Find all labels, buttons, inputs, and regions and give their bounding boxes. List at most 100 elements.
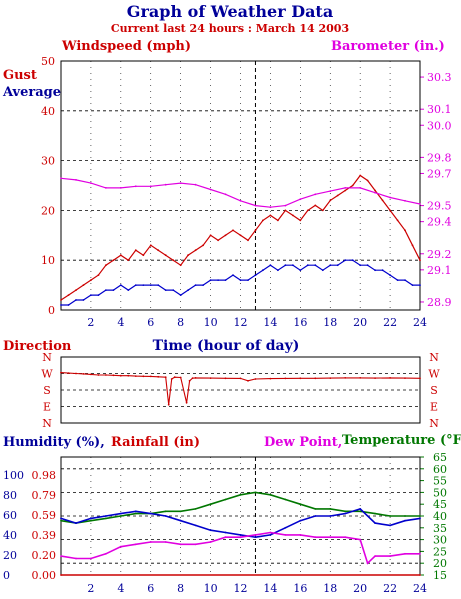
barometer-point bbox=[254, 204, 257, 207]
humidity-tick-label: 80 bbox=[3, 489, 17, 502]
temperature-point bbox=[284, 498, 287, 501]
x-tick-label: 24 bbox=[413, 316, 427, 329]
dew-point-point bbox=[314, 536, 317, 539]
gust-point bbox=[344, 189, 347, 192]
direction-point bbox=[389, 377, 391, 379]
temperature-point bbox=[314, 508, 317, 510]
direction-point bbox=[194, 377, 197, 379]
average-point bbox=[67, 304, 70, 306]
dew-point-point bbox=[224, 536, 227, 539]
dew-point-point bbox=[269, 531, 272, 534]
direction-point bbox=[329, 377, 332, 379]
direction-point bbox=[374, 377, 376, 379]
average-point bbox=[105, 289, 107, 291]
barometer-point bbox=[134, 185, 137, 188]
average-point bbox=[314, 264, 317, 267]
direction-point bbox=[164, 376, 167, 379]
x-tick-label: 6 bbox=[147, 316, 154, 329]
humidity-point bbox=[105, 515, 107, 517]
humidity-point bbox=[119, 512, 122, 515]
gust-point bbox=[232, 229, 234, 232]
x-tick-label: 18 bbox=[323, 582, 337, 595]
average-point bbox=[351, 259, 354, 262]
average-point bbox=[202, 284, 205, 286]
temp-tick-label: 20 bbox=[433, 557, 447, 570]
gust-point bbox=[269, 214, 272, 217]
direction-plot: N NW WS SE EN N bbox=[41, 351, 440, 430]
humidity-point bbox=[149, 512, 152, 515]
gust-point bbox=[329, 199, 332, 202]
average-point bbox=[157, 284, 160, 286]
temp-tick-label: 65 bbox=[433, 451, 447, 464]
direction-point bbox=[269, 377, 272, 380]
rainfall-tick-label: 0.39 bbox=[32, 529, 57, 542]
humidity-point bbox=[60, 517, 62, 520]
page-subtitle: Current last 24 hours : March 14 2003 bbox=[111, 22, 349, 35]
average-point bbox=[149, 284, 152, 286]
gust-point bbox=[404, 229, 406, 232]
average-point bbox=[247, 279, 249, 281]
barometer-point bbox=[60, 177, 62, 180]
left-tick-label: 0 bbox=[48, 304, 55, 317]
average-point bbox=[344, 259, 347, 262]
x-tick-label: 22 bbox=[383, 316, 397, 329]
humidity-point bbox=[239, 534, 242, 536]
direction-point bbox=[284, 377, 287, 380]
compass-label-left: N bbox=[42, 417, 52, 430]
gust-point bbox=[105, 264, 107, 267]
dew-point-point bbox=[179, 543, 182, 546]
gust-point bbox=[157, 249, 160, 252]
compass-label-right: W bbox=[428, 368, 440, 381]
average-point bbox=[374, 269, 376, 272]
barometer-point bbox=[314, 193, 317, 196]
barometer-point bbox=[75, 179, 77, 181]
x-tick-label: 12 bbox=[234, 582, 248, 595]
direction-point bbox=[185, 401, 188, 404]
gust-point bbox=[292, 214, 294, 217]
direction-point bbox=[60, 371, 62, 374]
wind-pressure-plot: 0 10 20 30 40 50 28.9 29.1 29.2 29.4 29.5 29.7 29.8 3… bbox=[41, 55, 452, 329]
gust-point bbox=[217, 239, 220, 242]
average-point bbox=[306, 264, 309, 267]
humidity-point bbox=[344, 512, 347, 515]
gust-point bbox=[179, 264, 182, 267]
temp-tick-label: 60 bbox=[433, 463, 447, 476]
direction-point bbox=[90, 373, 92, 376]
temp-tick-label: 40 bbox=[433, 510, 447, 523]
average-point bbox=[134, 284, 137, 286]
temp-tick-label: 50 bbox=[433, 486, 447, 499]
average-point bbox=[164, 289, 167, 291]
humidity-point bbox=[164, 515, 167, 517]
average-point bbox=[299, 269, 302, 272]
windspeed-axis-label: Windspeed (mph) bbox=[61, 39, 191, 54]
dew-point-point bbox=[75, 557, 77, 560]
gust-legend-label: Gust bbox=[3, 68, 37, 83]
humidity-point bbox=[254, 536, 257, 539]
temperature-line bbox=[60, 491, 420, 524]
humidity-point bbox=[374, 522, 376, 524]
direction-point bbox=[170, 378, 173, 380]
compass-label-right: N bbox=[429, 417, 439, 430]
temperature-point bbox=[194, 508, 197, 510]
temp-tick-label: 45 bbox=[433, 498, 447, 511]
right-tick-label: 29.4 bbox=[427, 216, 452, 229]
rainfall-tick-label: 0.79 bbox=[32, 489, 57, 502]
humidity-point bbox=[75, 522, 77, 524]
right-tick-label: 28.9 bbox=[427, 296, 452, 309]
humidity-point bbox=[179, 519, 182, 522]
temperature-point bbox=[179, 510, 182, 513]
compass-label-right: N bbox=[429, 351, 439, 364]
temperature-point bbox=[90, 519, 92, 522]
direction-point bbox=[173, 376, 176, 379]
page-title: Graph of Weather Data bbox=[127, 2, 333, 21]
barometer-point bbox=[359, 187, 362, 189]
average-point bbox=[239, 279, 242, 281]
gust-point bbox=[149, 244, 152, 247]
gust-point bbox=[90, 279, 92, 281]
temp-tick-label: 25 bbox=[433, 545, 447, 558]
dew-point-point bbox=[105, 552, 107, 555]
barometer-point bbox=[419, 203, 421, 205]
humidity-point bbox=[329, 515, 332, 517]
average-point bbox=[284, 264, 287, 267]
average-point bbox=[90, 294, 92, 296]
